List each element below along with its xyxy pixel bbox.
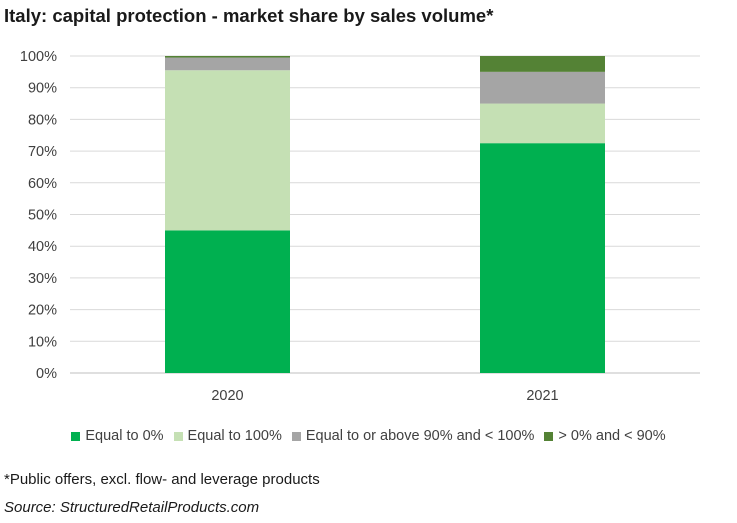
bar-segment (480, 143, 605, 373)
footnote: *Public offers, excl. flow- and leverage… (4, 471, 320, 488)
y-tick-label: 0% (36, 366, 57, 382)
y-tick-label: 50% (28, 208, 57, 224)
legend-item: Equal to 0% (71, 428, 164, 444)
bar-segment (480, 71, 605, 104)
y-tick-label: 70% (28, 144, 57, 160)
legend-label: Equal to 100% (187, 428, 282, 444)
y-tick-label: 40% (28, 239, 57, 255)
x-category-label: 2020 (211, 388, 243, 404)
y-tick-label: 60% (28, 176, 57, 192)
legend-item: > 0% and < 90% (544, 428, 666, 444)
chart-legend: Equal to 0% Equal to 100% Equal to or abov… (0, 428, 737, 444)
y-tick-label: 10% (28, 334, 57, 350)
legend-label: > 0% and < 90% (558, 428, 666, 444)
y-tick-label: 100% (20, 49, 57, 65)
y-tick-label: 30% (28, 271, 57, 287)
legend-swatch (173, 431, 183, 441)
chart-plot: 0% 10% 20% 30% 40% 50% 60% 70% 80% 90% 100% 2020 202… (20, 49, 700, 404)
bar-segment (480, 56, 605, 72)
legend-swatch (291, 431, 301, 441)
bar-segment (480, 103, 605, 144)
source-note: Source: StructuredRetailProducts.com (4, 499, 260, 516)
chart-title: Italy: capital protection - market share… (4, 5, 494, 26)
bar-segment (165, 57, 290, 71)
legend-label: Equal to 0% (85, 428, 164, 444)
bar-segment (165, 230, 290, 373)
legend-swatch (544, 431, 554, 441)
legend-item: Equal to or above 90% and < 100% (291, 428, 535, 444)
bar-segment (165, 70, 290, 231)
bar-segment (165, 56, 290, 58)
legend-swatch (71, 431, 81, 441)
y-tick-label: 80% (28, 112, 57, 128)
y-tick-label: 20% (28, 303, 57, 319)
legend-item: Equal to 100% (173, 428, 282, 444)
legend-label: Equal to or above 90% and < 100% (305, 428, 535, 444)
x-category-label: 2021 (526, 388, 558, 404)
y-tick-label: 90% (28, 81, 57, 97)
